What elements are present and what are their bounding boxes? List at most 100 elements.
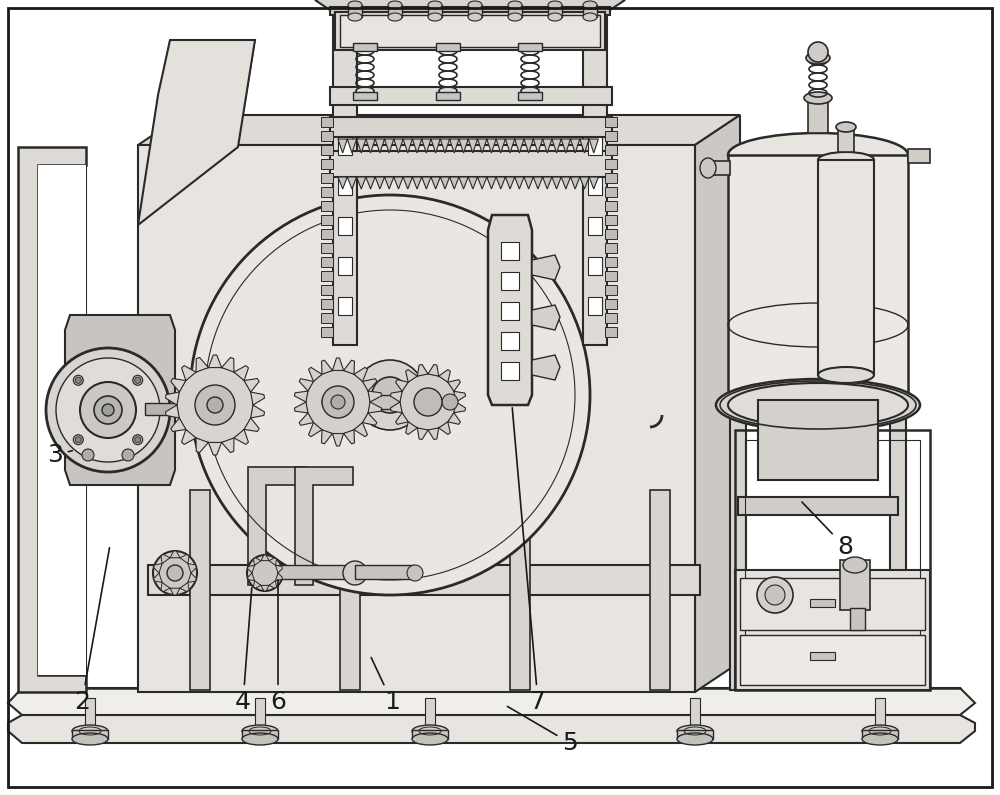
Polygon shape	[417, 364, 428, 376]
Bar	[335, 12, 605, 50]
Bar	[321, 299, 333, 309]
Bar	[38, 165, 86, 675]
Bar	[740, 635, 925, 685]
Polygon shape	[170, 551, 180, 558]
Ellipse shape	[159, 557, 191, 589]
Ellipse shape	[135, 436, 141, 443]
Bar	[388, 5, 402, 17]
Ellipse shape	[80, 382, 136, 438]
Bar	[255, 698, 265, 733]
Polygon shape	[428, 364, 439, 376]
Bar	[605, 173, 617, 183]
Polygon shape	[208, 443, 222, 455]
Polygon shape	[254, 580, 261, 588]
Ellipse shape	[102, 404, 114, 416]
Polygon shape	[269, 558, 276, 565]
Ellipse shape	[818, 367, 874, 383]
Bar	[330, 117, 612, 137]
Polygon shape	[251, 392, 265, 405]
Ellipse shape	[242, 733, 278, 745]
Bar	[583, 5, 597, 17]
Bar	[908, 149, 930, 163]
Bar	[862, 730, 898, 739]
Polygon shape	[196, 438, 208, 452]
Ellipse shape	[728, 133, 908, 177]
Polygon shape	[161, 583, 170, 591]
Bar	[738, 497, 898, 515]
Ellipse shape	[400, 374, 456, 430]
Polygon shape	[344, 360, 354, 374]
Polygon shape	[396, 380, 408, 391]
Bar	[588, 297, 602, 315]
Bar	[605, 159, 617, 169]
Bar	[605, 229, 617, 239]
Polygon shape	[165, 405, 179, 418]
Bar	[321, 271, 333, 281]
Ellipse shape	[355, 360, 425, 430]
Ellipse shape	[72, 733, 108, 745]
Ellipse shape	[195, 385, 235, 425]
Text: 5: 5	[507, 707, 578, 755]
Bar	[321, 243, 333, 253]
Polygon shape	[454, 402, 466, 413]
Bar	[321, 159, 333, 169]
Polygon shape	[261, 585, 269, 591]
Bar	[605, 313, 617, 323]
Polygon shape	[248, 565, 254, 573]
Polygon shape	[332, 358, 344, 370]
Ellipse shape	[167, 565, 183, 581]
Bar	[330, 7, 610, 15]
Polygon shape	[406, 422, 417, 434]
Bar	[425, 698, 435, 733]
Bar	[735, 570, 930, 690]
Ellipse shape	[242, 725, 278, 737]
Bar	[605, 257, 617, 267]
Polygon shape	[171, 418, 186, 432]
Bar	[510, 490, 530, 690]
Polygon shape	[354, 423, 367, 436]
Bar	[730, 350, 746, 690]
Ellipse shape	[428, 13, 442, 21]
Bar	[501, 302, 519, 320]
Bar	[810, 599, 835, 607]
Polygon shape	[138, 40, 255, 225]
Polygon shape	[390, 391, 402, 402]
Bar	[650, 490, 670, 690]
Bar	[501, 272, 519, 290]
Text: 2: 2	[74, 548, 110, 714]
Bar	[148, 565, 700, 595]
Ellipse shape	[414, 388, 442, 416]
Polygon shape	[188, 573, 196, 583]
Bar	[338, 217, 352, 235]
Polygon shape	[154, 573, 162, 583]
Polygon shape	[448, 413, 460, 425]
Bar	[808, 98, 828, 133]
Polygon shape	[8, 688, 975, 715]
Bar	[321, 229, 333, 239]
Ellipse shape	[442, 394, 458, 410]
Polygon shape	[532, 355, 560, 380]
Ellipse shape	[677, 733, 713, 745]
Polygon shape	[368, 402, 382, 413]
Bar	[588, 217, 602, 235]
Ellipse shape	[343, 561, 367, 585]
Polygon shape	[299, 413, 313, 425]
Polygon shape	[299, 378, 313, 391]
Bar	[321, 327, 333, 337]
Bar	[738, 637, 898, 655]
Ellipse shape	[583, 1, 597, 9]
Bar	[338, 177, 352, 195]
Bar	[518, 43, 542, 51]
Polygon shape	[248, 573, 254, 580]
Bar	[321, 285, 333, 295]
Polygon shape	[182, 366, 196, 381]
Ellipse shape	[82, 449, 94, 461]
Bar	[242, 730, 278, 739]
Polygon shape	[261, 555, 269, 560]
Bar	[875, 698, 885, 733]
Bar	[740, 578, 925, 630]
Bar	[72, 730, 108, 739]
Bar	[321, 131, 333, 141]
Bar	[605, 215, 617, 225]
Ellipse shape	[133, 435, 143, 444]
